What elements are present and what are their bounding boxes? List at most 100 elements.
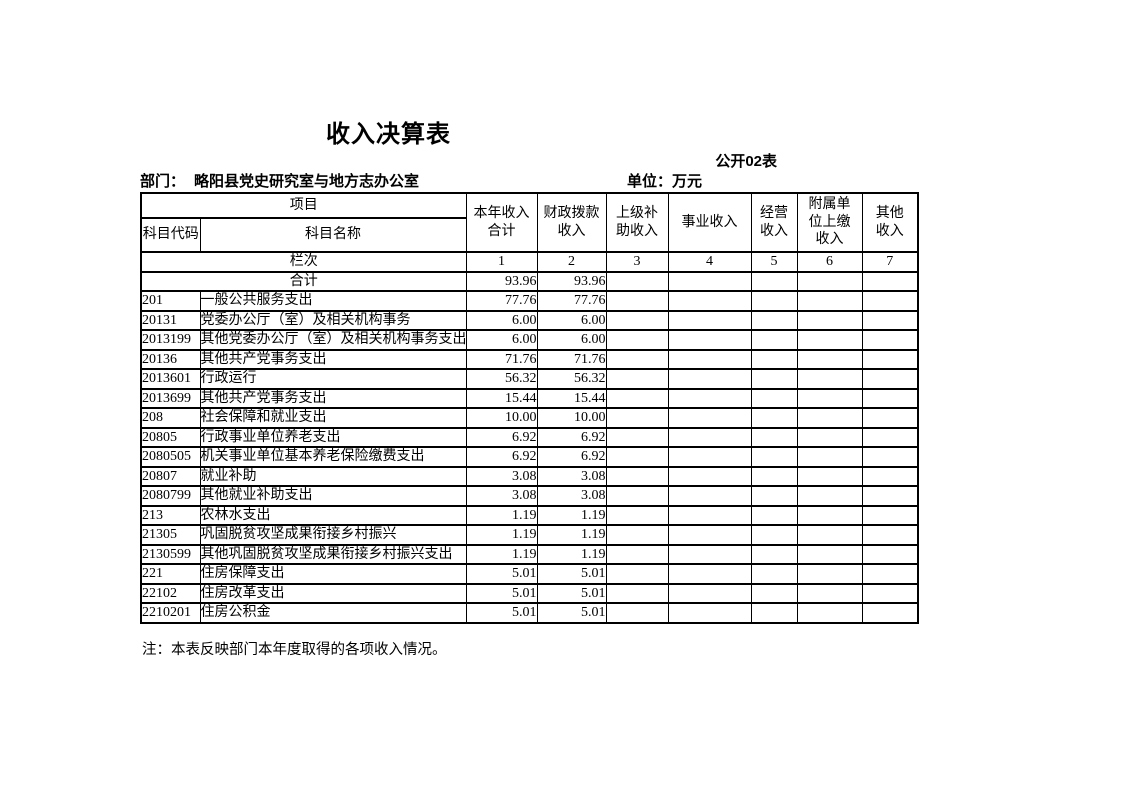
subject-name-cell: 就业补助 [199,465,467,487]
total-income-cell: 15.44 [465,387,538,409]
business-income-cell [667,582,752,604]
header-superior-subsidy: 上级补 助收入 [605,192,669,253]
fiscal-appropriation-cell: 5.01 [536,582,607,604]
superior-subsidy-cell [605,348,669,370]
superior-subsidy-cell [605,524,669,546]
column-index-label: 栏次 [140,251,467,273]
superior-subsidy-cell [605,446,669,468]
total-income-cell: 3.08 [465,485,538,507]
other-income-cell [861,504,919,526]
table-row: 21305 巩固脱贫攻坚成果衔接乡村振兴 1.19 1.19 [140,524,919,546]
table-row: 20805 行政事业单位养老支出 6.92 6.92 [140,426,919,448]
other-income-cell [861,524,919,546]
subject-name-cell: 一般公共服务支出 [199,290,467,312]
department-value: 略阳县党史研究室与地方志办公室 [194,173,420,190]
affiliated-units-cell [796,426,863,448]
column-index-4: 4 [667,251,752,273]
business-income-cell [667,329,752,351]
other-income-cell [861,465,919,487]
superior-subsidy-cell [605,504,669,526]
table-row: 221 住房保障支出 5.01 5.01 [140,563,919,585]
operating-income-cell [750,543,798,565]
business-income-cell [667,387,752,409]
income-table: 项目 本年收入 合计 财政拨款 收入 上级补 助收入 事业收入 经营 收入 附属… [140,192,919,624]
subject-name-cell: 其他共产党事务支出 [199,348,467,370]
total-empty-cell [796,270,863,292]
affiliated-units-cell [796,524,863,546]
operating-income-cell [750,426,798,448]
subject-code-cell: 2013699 [140,387,201,409]
header-business-income: 事业收入 [667,192,752,253]
subject-name-cell: 行政事业单位养老支出 [199,426,467,448]
fiscal-appropriation-cell: 77.76 [536,290,607,312]
other-income-cell [861,348,919,370]
total-income-cell: 1.19 [465,524,538,546]
subject-name-cell: 住房公积金 [199,602,467,624]
affiliated-units-cell [796,465,863,487]
header-fiscal-appropriation: 财政拨款 收入 [536,192,607,253]
subject-code-cell: 213 [140,504,201,526]
total-income-cell: 56.32 [465,368,538,390]
superior-subsidy-cell [605,582,669,604]
subject-code-cell: 201 [140,290,201,312]
business-income-cell [667,368,752,390]
meta-line: 部门： 略阳县党史研究室与地方志办公室 单位：万元 [140,170,917,191]
table-row: 2210201 住房公积金 5.01 5.01 [140,602,919,624]
superior-subsidy-cell [605,465,669,487]
operating-income-cell [750,485,798,507]
other-income-cell [861,602,919,624]
table-row: 20136 其他共产党事务支出 71.76 71.76 [140,348,919,370]
total-value-2: 93.96 [536,270,607,292]
fiscal-appropriation-cell: 6.92 [536,426,607,448]
fiscal-appropriation-cell: 1.19 [536,524,607,546]
superior-subsidy-cell [605,543,669,565]
other-income-cell [861,543,919,565]
fiscal-appropriation-cell: 71.76 [536,348,607,370]
total-income-cell: 5.01 [465,582,538,604]
unit-label: 单位：万元 [627,173,703,190]
total-income-cell: 6.00 [465,309,538,331]
affiliated-units-cell [796,504,863,526]
fiscal-appropriation-cell: 1.19 [536,504,607,526]
other-income-cell [861,563,919,585]
fiscal-appropriation-cell: 1.19 [536,543,607,565]
operating-income-cell [750,602,798,624]
table-row: 2013699 其他共产党事务支出 15.44 15.44 [140,387,919,409]
total-income-cell: 6.92 [465,446,538,468]
subject-name-cell: 其他就业补助支出 [199,485,467,507]
subject-name-cell: 住房保障支出 [199,563,467,585]
total-label: 合计 [140,270,467,292]
subject-name-cell: 巩固脱贫攻坚成果衔接乡村振兴 [199,524,467,546]
total-empty-cell [605,270,669,292]
header-operating-income: 经营 收入 [750,192,798,253]
superior-subsidy-cell [605,290,669,312]
table-row: 2013601 行政运行 56.32 56.32 [140,368,919,390]
other-income-cell [861,329,919,351]
total-income-cell: 10.00 [465,407,538,429]
fiscal-appropriation-cell: 10.00 [536,407,607,429]
subject-code-cell: 2080505 [140,446,201,468]
total-income-cell: 77.76 [465,290,538,312]
business-income-cell [667,602,752,624]
affiliated-units-cell [796,348,863,370]
table-row: 2080799 其他就业补助支出 3.08 3.08 [140,485,919,507]
superior-subsidy-cell [605,563,669,585]
subject-code-cell: 2130599 [140,543,201,565]
column-index-6: 6 [796,251,863,273]
fiscal-appropriation-cell: 56.32 [536,368,607,390]
total-empty-cell [667,270,752,292]
affiliated-units-cell [796,485,863,507]
other-income-cell [861,426,919,448]
subject-name-cell: 农林水支出 [199,504,467,526]
fiscal-appropriation-cell: 15.44 [536,387,607,409]
subject-code-cell: 20136 [140,348,201,370]
operating-income-cell [750,329,798,351]
total-income-cell: 1.19 [465,543,538,565]
affiliated-units-cell [796,290,863,312]
total-income-cell: 3.08 [465,465,538,487]
fiscal-appropriation-cell: 6.00 [536,329,607,351]
subject-code-cell: 22102 [140,582,201,604]
header-subject-code: 科目代码 [140,217,201,253]
header-project: 项目 [140,192,467,219]
column-index-5: 5 [750,251,798,273]
